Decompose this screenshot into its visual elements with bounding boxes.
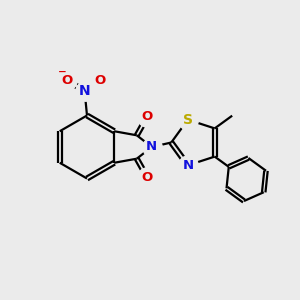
Text: O: O	[142, 171, 153, 184]
Text: N: N	[79, 84, 90, 98]
Text: O: O	[61, 74, 73, 87]
Text: N: N	[182, 159, 194, 172]
Text: S: S	[183, 113, 193, 127]
Text: O: O	[142, 110, 153, 123]
Text: N: N	[146, 140, 157, 154]
Text: O: O	[94, 74, 106, 87]
Text: −: −	[57, 67, 66, 77]
